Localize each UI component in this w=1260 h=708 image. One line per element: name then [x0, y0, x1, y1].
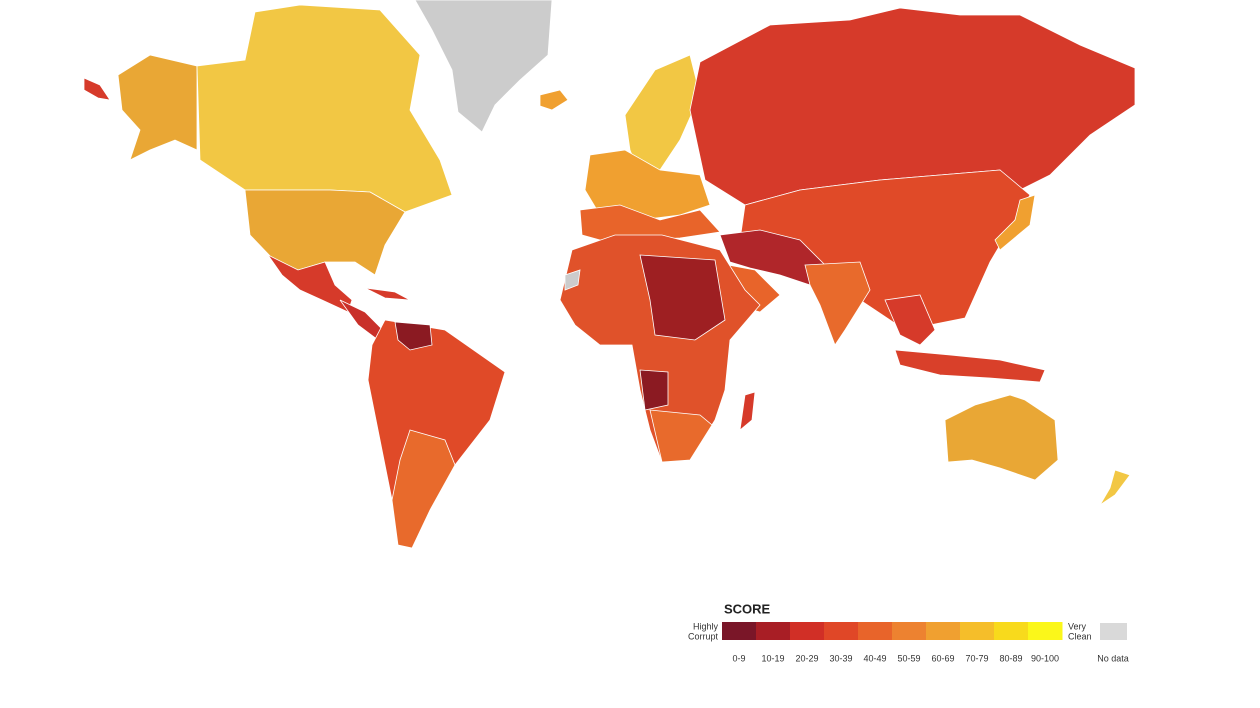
south-america [367, 319, 506, 549]
madagascar [739, 391, 756, 431]
western-europe [584, 149, 711, 221]
australia [944, 394, 1059, 481]
legend-bin-label: 40-49 [863, 653, 886, 663]
western-sahara [564, 269, 581, 291]
legend-title: SCORE [724, 601, 771, 616]
iceland [539, 89, 569, 111]
legend-bin-label: 80-89 [999, 653, 1022, 663]
legend-bin-label: 60-69 [931, 653, 954, 663]
legend-swatch [756, 622, 791, 640]
russia [689, 7, 1136, 206]
india [804, 261, 871, 346]
legend-bin-label: 0-9 [732, 653, 745, 663]
caribbean [364, 287, 411, 301]
legend-bin-label: 70-79 [965, 653, 988, 663]
canada [196, 4, 453, 213]
legend-swatch [824, 622, 859, 640]
alaska [117, 54, 198, 161]
legend-high-label: Very [1068, 621, 1087, 631]
legend-swatch [994, 622, 1029, 640]
legend-high-label: Clean [1068, 631, 1092, 641]
legend-low-label: Highly [693, 621, 719, 631]
indonesia [894, 349, 1046, 383]
venezuela [394, 321, 433, 351]
legend-low-label: Corrupt [688, 631, 719, 641]
legend-swatch [790, 622, 825, 640]
southeast-asia [884, 294, 936, 346]
legend-swatch [858, 622, 893, 640]
legend-bin-label: 10-19 [761, 653, 784, 663]
usa [244, 189, 406, 276]
sahel [639, 254, 726, 341]
southern-europe [579, 204, 721, 241]
legend-bin-label: 50-59 [897, 653, 920, 663]
legend-bin-label: 90-100 [1031, 653, 1059, 663]
legend-swatch [722, 622, 757, 640]
legend-bin-label: 20-29 [795, 653, 818, 663]
japan [994, 194, 1036, 251]
no-data-swatch [1100, 623, 1127, 640]
legend-swatch [960, 622, 995, 640]
legend: SCORE Highly Corrupt Very Clean No data … [688, 601, 1129, 663]
new-zealand [1099, 469, 1131, 506]
angola [639, 369, 669, 411]
world-map [83, 0, 1136, 549]
southern-africa [649, 409, 713, 463]
argentina-chile [391, 429, 456, 549]
aleutian [83, 77, 111, 101]
no-data-label: No data [1097, 653, 1129, 663]
greenland [414, 0, 553, 133]
legend-swatch [926, 622, 961, 640]
legend-bin-label: 30-39 [829, 653, 852, 663]
legend-swatch [1028, 622, 1063, 640]
legend-swatch [892, 622, 927, 640]
